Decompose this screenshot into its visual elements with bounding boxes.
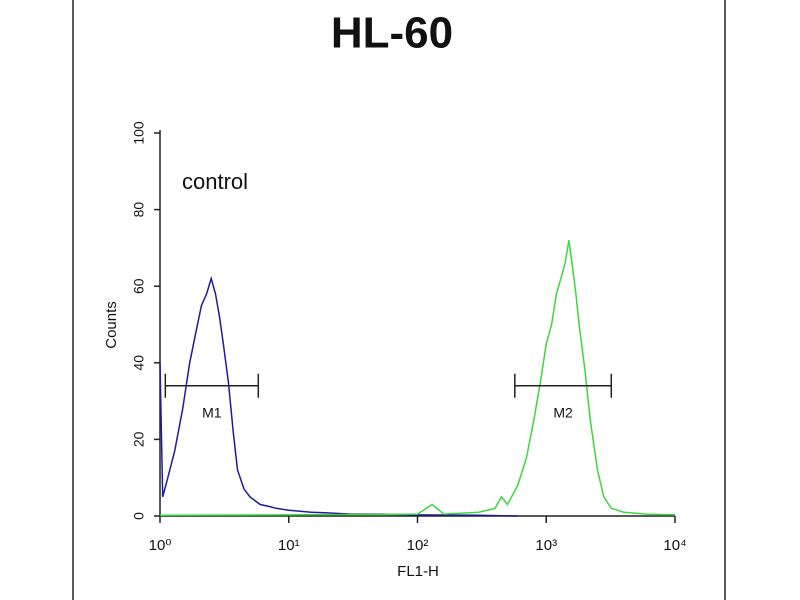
histogram-line bbox=[159, 275, 518, 517]
gate-label: M1 bbox=[202, 404, 222, 420]
y-tick-label: 40 bbox=[131, 355, 147, 371]
y-axis-label: Counts bbox=[103, 301, 120, 349]
x-tick-label: 10³ bbox=[535, 537, 557, 554]
y-tick-label: 20 bbox=[131, 431, 147, 447]
y-tick-label: 80 bbox=[131, 202, 147, 218]
gate-label: M2 bbox=[553, 404, 573, 420]
x-axis-label: FL1-H bbox=[397, 563, 439, 580]
x-tick-label: 10² bbox=[407, 537, 429, 554]
x-tick-label: 10⁴ bbox=[663, 537, 686, 554]
frame bbox=[72, 0, 726, 600]
y-tick-label: 60 bbox=[131, 278, 147, 294]
x-tick-label: 10¹ bbox=[278, 537, 300, 554]
gate-marker bbox=[514, 373, 613, 398]
annotation: control bbox=[182, 169, 248, 194]
y-tick-label: 0 bbox=[131, 512, 147, 520]
gate-marker bbox=[164, 373, 260, 398]
y-tick-label: 100 bbox=[131, 121, 147, 145]
x-tick-label: 10⁰ bbox=[149, 537, 172, 554]
histogram-line bbox=[159, 240, 676, 516]
chart-title: HL-60 bbox=[331, 9, 453, 58]
